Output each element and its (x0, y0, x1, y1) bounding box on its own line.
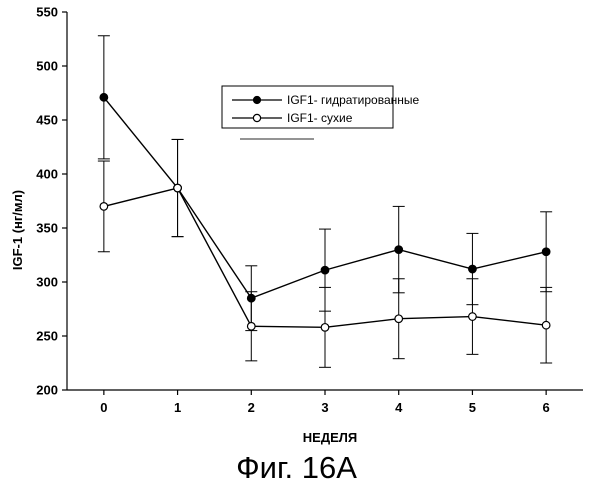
x-axis-title: НЕДЕЛЯ (303, 430, 357, 445)
data-point-dry (321, 324, 329, 332)
y-tick-label: 550 (36, 5, 58, 20)
data-point-hydrated (469, 265, 477, 273)
x-tick-label: 3 (321, 400, 328, 415)
y-tick-label: 300 (36, 275, 58, 290)
chart: 200 250 300 350 400 450 500 550 0 1 2 3 4 5 6 IGF-1 (… (0, 0, 593, 450)
data-point-hydrated (247, 294, 255, 302)
data-point-dry (542, 321, 550, 329)
data-point-hydrated (321, 266, 329, 274)
legend-marker-dry (253, 114, 260, 121)
legend: IGF1- гидратированные IGF1- сухие (222, 86, 420, 139)
series-0 (98, 36, 552, 331)
x-tick-label: 1 (174, 400, 181, 415)
x-tick-label: 2 (248, 400, 255, 415)
x-tick-label: 0 (100, 400, 107, 415)
series-layer (98, 36, 552, 368)
data-point-hydrated (542, 248, 550, 256)
y-tick-label: 200 (36, 383, 58, 398)
y-tick-label: 250 (36, 329, 58, 344)
legend-label-dry: IGF1- сухие (287, 111, 353, 125)
x-axis: 0 1 2 3 4 5 6 (100, 390, 550, 415)
data-point-dry (100, 203, 108, 211)
data-point-dry (247, 322, 255, 330)
data-point-hydrated (395, 246, 403, 254)
data-point-dry (174, 184, 182, 192)
x-tick-label: 4 (395, 400, 403, 415)
data-point-dry (395, 315, 403, 323)
x-tick-label: 6 (543, 400, 550, 415)
y-tick-label: 350 (36, 221, 58, 236)
y-axis-title: IGF-1 (нг/мл) (10, 190, 25, 270)
figure-caption: Фиг. 16А (0, 450, 593, 486)
y-tick-label: 450 (36, 113, 58, 128)
y-tick-label: 400 (36, 167, 58, 182)
data-point-dry (469, 313, 477, 321)
y-tick-label: 500 (36, 59, 58, 74)
legend-marker-hydrated (253, 96, 260, 103)
y-axis: 200 250 300 350 400 450 500 550 (36, 5, 67, 398)
x-tick-label: 5 (469, 400, 476, 415)
legend-label-hydrated: IGF1- гидратированные (287, 93, 420, 107)
data-point-hydrated (100, 94, 108, 102)
